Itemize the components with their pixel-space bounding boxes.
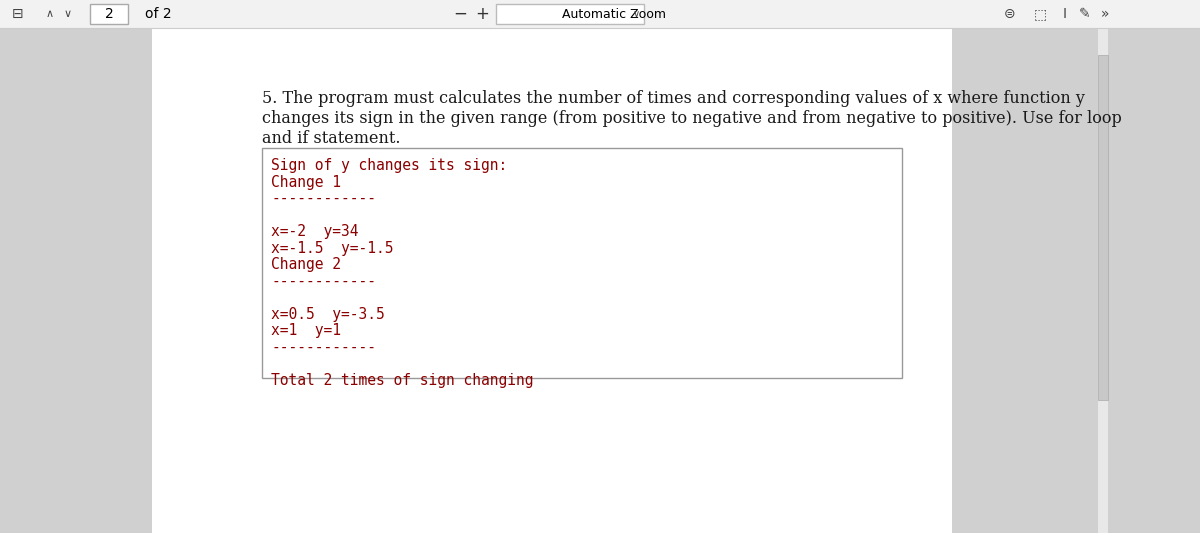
Text: of 2: of 2 <box>145 7 172 21</box>
Text: ⬚: ⬚ <box>1033 7 1046 21</box>
Text: +: + <box>475 5 488 23</box>
Text: 5. The program must calculates the number of times and corresponding values of x: 5. The program must calculates the numbe… <box>262 90 1085 107</box>
Text: x=0.5  y=-3.5: x=0.5 y=-3.5 <box>271 306 385 321</box>
Text: Change 1: Change 1 <box>271 174 341 190</box>
Text: x=1  y=1: x=1 y=1 <box>271 323 341 338</box>
Text: Automatic Zoom: Automatic Zoom <box>562 7 666 20</box>
Bar <box>262 148 902 378</box>
Text: Total 2 times of sign changing: Total 2 times of sign changing <box>271 373 534 387</box>
Text: ✎: ✎ <box>1079 7 1091 21</box>
Bar <box>496 4 644 24</box>
Text: x=-2  y=34: x=-2 y=34 <box>271 224 359 239</box>
Text: −: − <box>454 5 467 23</box>
Text: changes its sign in the given range (from positive to negative and from negative: changes its sign in the given range (fro… <box>262 110 1122 127</box>
Text: I: I <box>1063 7 1067 21</box>
Text: ⊟: ⊟ <box>12 7 24 21</box>
Text: ∨: ∨ <box>64 9 72 19</box>
Bar <box>1098 55 1108 400</box>
Bar <box>90 4 128 24</box>
Text: ------------: ------------ <box>271 191 376 206</box>
Text: and if statement.: and if statement. <box>262 130 401 147</box>
Text: ⊜: ⊜ <box>1004 7 1016 21</box>
Text: x=-1.5  y=-1.5: x=-1.5 y=-1.5 <box>271 240 394 255</box>
Text: ------------: ------------ <box>271 340 376 354</box>
Text: Change 2: Change 2 <box>271 257 341 272</box>
Bar <box>0 0 1200 28</box>
Text: ∧: ∧ <box>46 9 54 19</box>
Text: ------------: ------------ <box>271 273 376 288</box>
Text: 2: 2 <box>104 7 113 21</box>
Text: »: » <box>1100 7 1109 21</box>
Text: ∨: ∨ <box>632 9 640 19</box>
Bar <box>152 28 952 533</box>
Text: Sign of y changes its sign:: Sign of y changes its sign: <box>271 158 508 173</box>
Bar <box>1098 28 1108 533</box>
